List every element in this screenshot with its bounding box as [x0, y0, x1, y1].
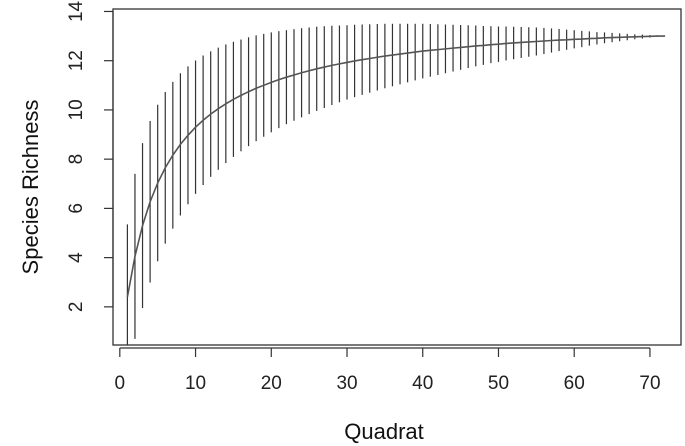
plot-frame [112, 8, 682, 346]
x-tick-label: 70 [639, 373, 660, 394]
error-bar-group [126, 23, 659, 345]
x-axis: 0 10 20 30 40 50 60 70 [115, 347, 661, 394]
x-tick-label: 30 [336, 373, 357, 394]
x-axis-title: Quadrat [344, 419, 424, 444]
y-tick-label: 4 [66, 252, 87, 263]
x-tick-label: 0 [115, 373, 126, 394]
x-tick-label: 60 [564, 373, 585, 394]
y-axis: 2 4 6 8 10 12 14 [66, 0, 114, 313]
y-axis-title: Species Richness [18, 100, 43, 275]
x-tick-label: 10 [185, 373, 206, 394]
y-tick-label: 2 [66, 302, 87, 313]
y-tick-label: 12 [66, 50, 87, 71]
x-tick-label: 50 [488, 373, 509, 394]
x-tick-label: 40 [412, 373, 433, 394]
y-tick-label: 14 [66, 0, 87, 22]
y-tick-label: 6 [66, 203, 87, 214]
x-tick-label: 20 [261, 373, 282, 394]
y-tick-label: 8 [66, 154, 87, 165]
accumulation-curve [126, 35, 666, 298]
y-tick-label: 10 [66, 99, 87, 120]
